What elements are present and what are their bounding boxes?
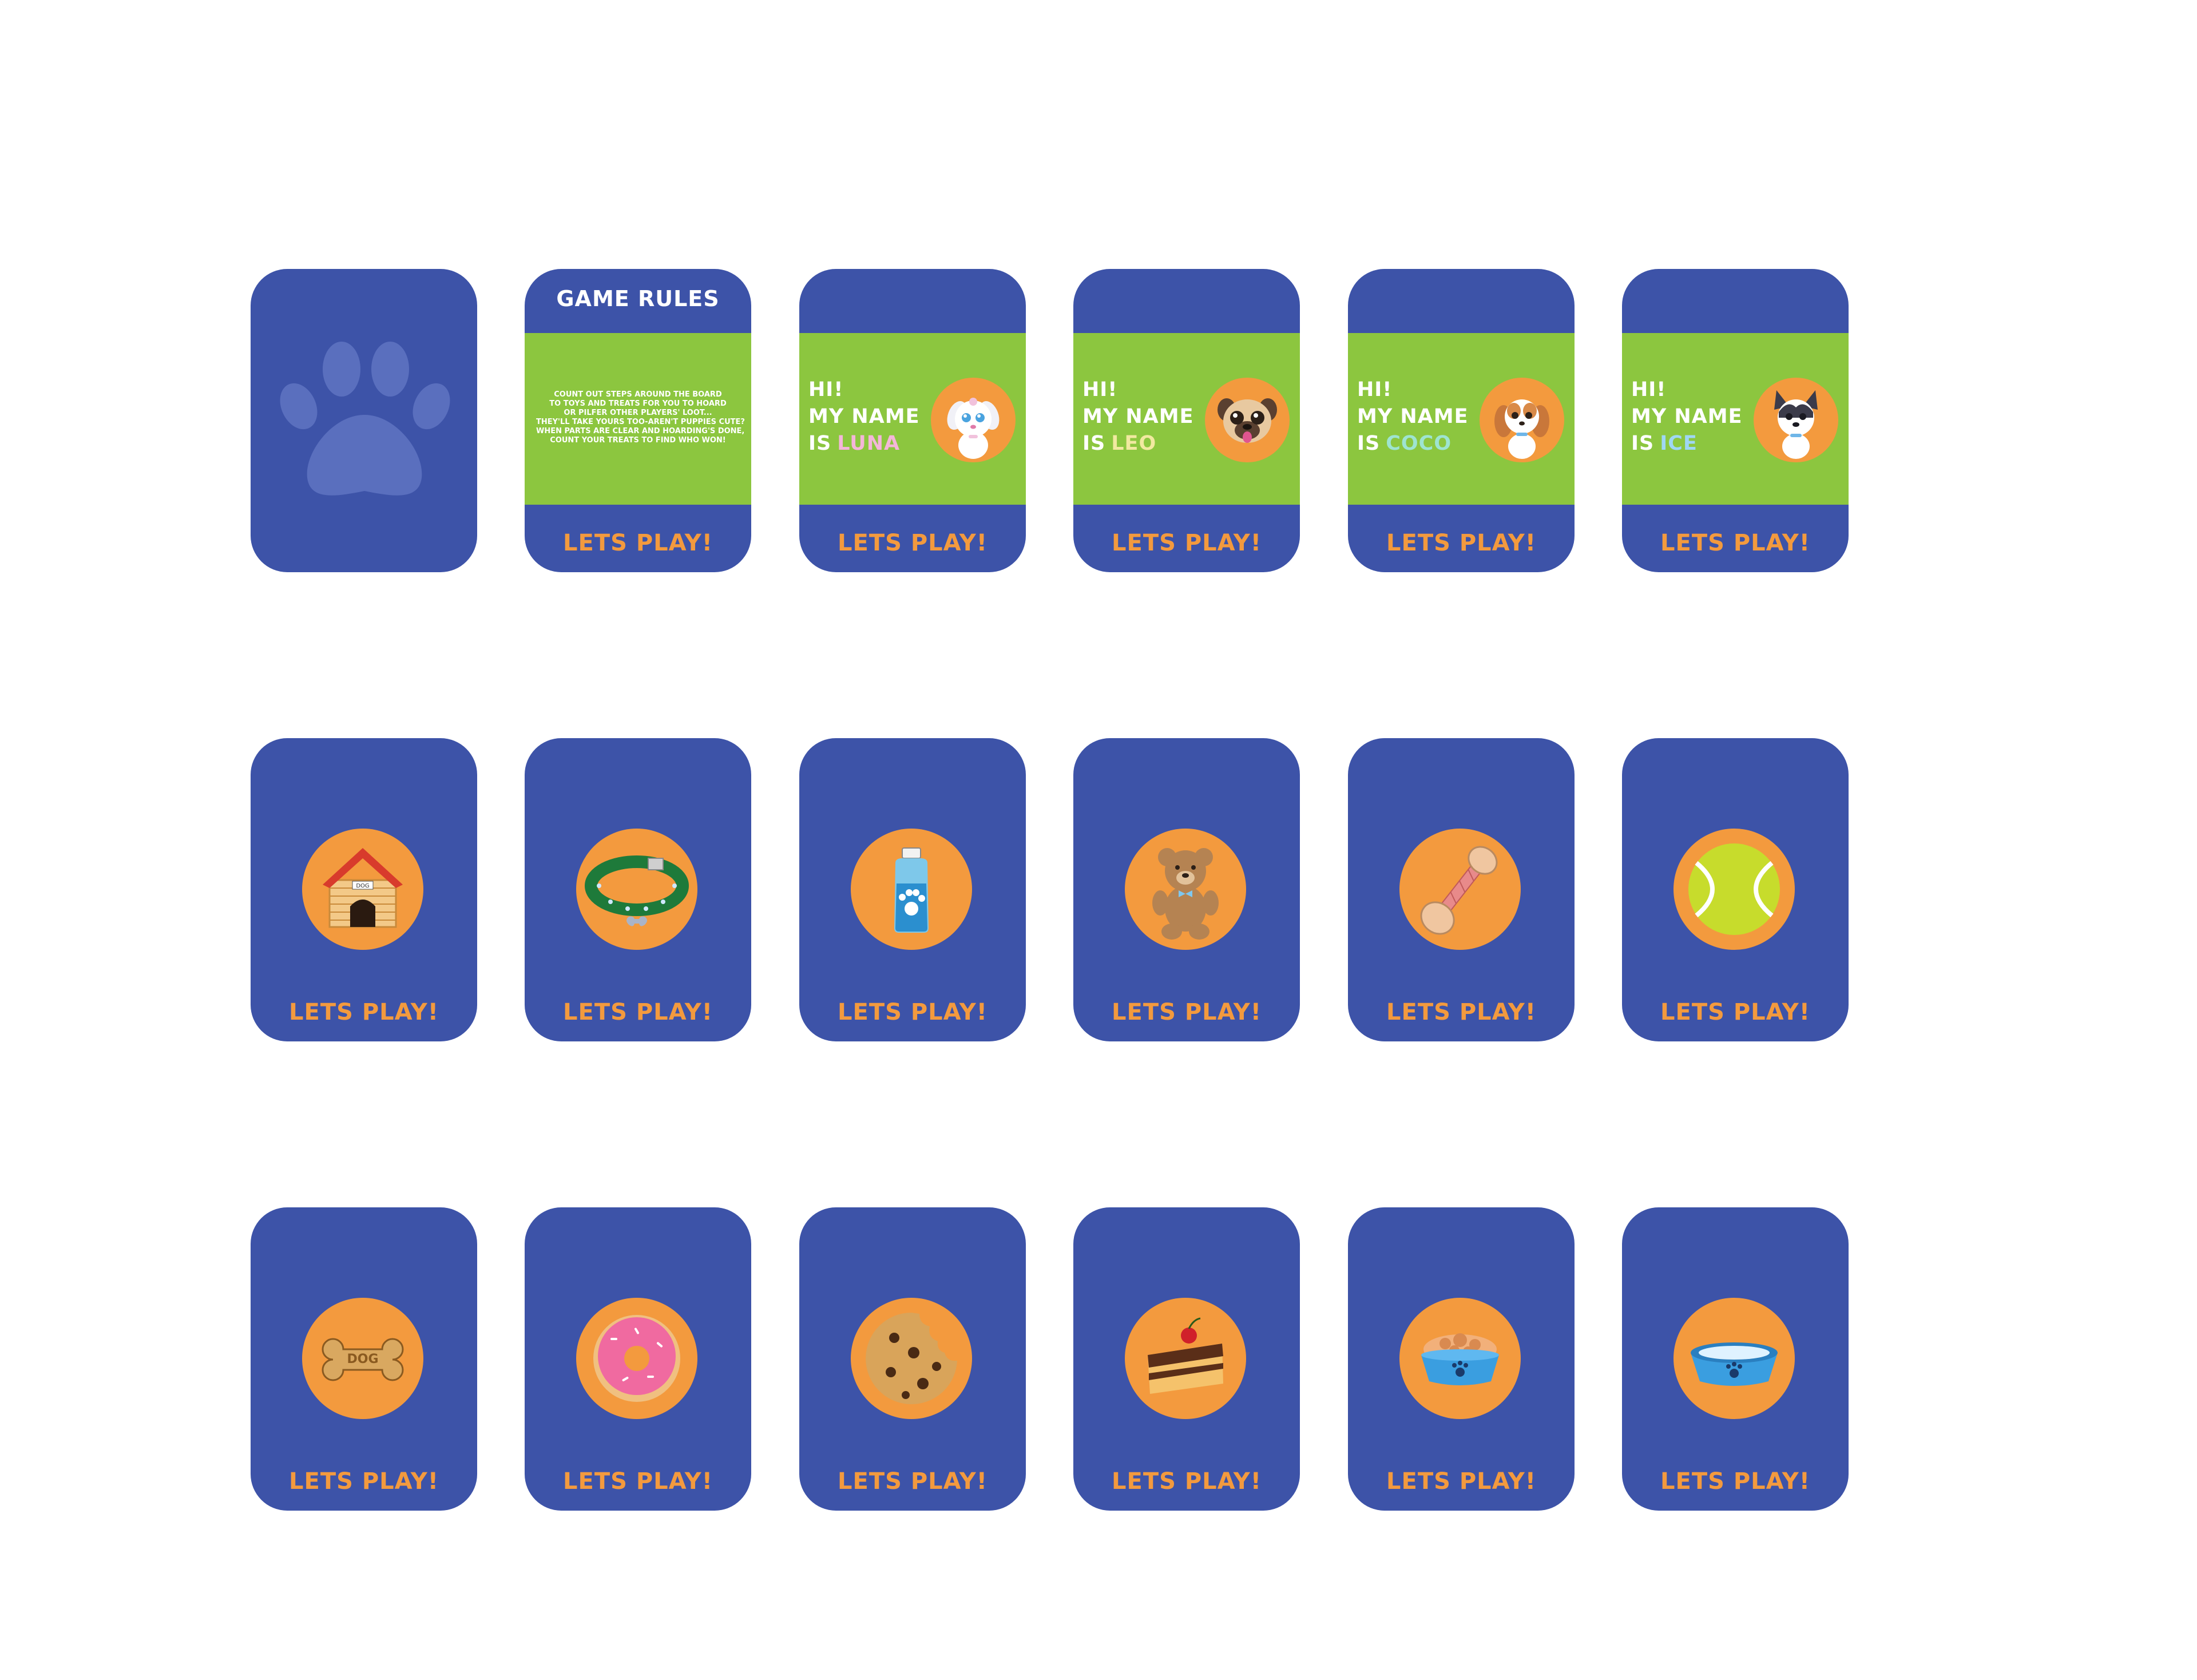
- greeting-my-name: MY NAME: [1082, 405, 1194, 428]
- lets-play-label: LETS PLAY!: [1660, 530, 1810, 556]
- greeting-my-name: MY NAME: [1357, 405, 1469, 428]
- cookie-icon: [851, 1298, 972, 1419]
- lets-play-label: LETS PLAY!: [289, 1468, 439, 1495]
- lets-play-label: LETS PLAY!: [1386, 999, 1536, 1025]
- rules-line: COUNT YOUR TREATS TO FIND WHO WON!: [550, 436, 726, 445]
- bulldog-puppy-icon: [1754, 378, 1838, 462]
- greeting-is: IS: [1082, 432, 1106, 455]
- dog-house-sign: DOG: [356, 883, 369, 889]
- item-card-dog-house[interactable]: DOG LETS PLAY!: [251, 738, 477, 1041]
- item-card-teddy[interactable]: LETS PLAY!: [1073, 738, 1300, 1041]
- lets-play-label: LETS PLAY!: [1112, 530, 1262, 556]
- item-card-collar[interactable]: LETS PLAY!: [525, 738, 751, 1041]
- dog-biscuit-icon: DOG: [302, 1298, 423, 1419]
- puppy-card-ice[interactable]: HI! MY NAME IS ICE LETS PLAY!: [1622, 269, 1849, 572]
- greeting-hi: HI!: [808, 378, 844, 401]
- donut-icon: [576, 1298, 697, 1419]
- lets-play-label: LETS PLAY!: [1112, 1468, 1262, 1495]
- greeting-is: IS: [1631, 432, 1655, 455]
- greeting: HI! MY NAME IS LEO: [1082, 377, 1193, 457]
- card-back[interactable]: [251, 269, 477, 572]
- pug-puppy-icon: [1205, 378, 1290, 462]
- rules-line: OR PILFER OTHER PLAYERS' LOOT...: [564, 409, 712, 417]
- greeting-hi: HI!: [1631, 378, 1667, 401]
- rules-band: COUNT OUT STEPS AROUND THE BOARD TO TOYS…: [525, 333, 751, 505]
- greeting-is: IS: [1357, 432, 1381, 455]
- shampoo-bottle-icon: [851, 829, 972, 950]
- greeting-hi: HI!: [1082, 378, 1118, 401]
- lets-play-label: LETS PLAY!: [838, 530, 988, 556]
- lets-play-label: LETS PLAY!: [838, 999, 988, 1025]
- tennis-ball-icon: [1673, 829, 1795, 950]
- item-card-shampoo[interactable]: LETS PLAY!: [799, 738, 1026, 1041]
- puppy-card-luna[interactable]: HI! MY NAME IS LUNA LETS PLAY!: [799, 269, 1026, 572]
- item-card-rope[interactable]: LETS PLAY!: [1348, 738, 1575, 1041]
- item-card-water-bowl[interactable]: LETS PLAY!: [1622, 1207, 1849, 1511]
- lets-play-label: LETS PLAY!: [1660, 999, 1810, 1025]
- lets-play-label: LETS PLAY!: [563, 1468, 713, 1495]
- rules-line: THEY'LL TAKE YOURS TOO-AREN'T PUPPIES CU…: [536, 418, 745, 426]
- water-bowl-icon: [1673, 1298, 1795, 1419]
- teddy-bear-icon: [1125, 829, 1246, 950]
- white-puppy-icon: [931, 378, 1016, 462]
- greeting-my-name: MY NAME: [1631, 405, 1743, 428]
- greeting-is: IS: [808, 432, 832, 455]
- rules-title: GAME RULES: [556, 286, 720, 311]
- greeting: HI! MY NAME IS LUNA: [808, 377, 919, 457]
- rules-line: COUNT OUT STEPS AROUND THE BOARD: [554, 390, 722, 399]
- puppy-card-leo[interactable]: HI! MY NAME IS LEO LETS PLAY!: [1073, 269, 1300, 572]
- dog-house-icon: DOG: [302, 829, 423, 950]
- lets-play-label: LETS PLAY!: [838, 1468, 988, 1495]
- lets-play-label: LETS PLAY!: [1112, 999, 1262, 1025]
- puppy-band: HI! MY NAME IS LUNA: [799, 333, 1026, 505]
- item-card-donut[interactable]: LETS PLAY!: [525, 1207, 751, 1511]
- item-card-biscuit[interactable]: DOG LETS PLAY!: [251, 1207, 477, 1511]
- rules-line: TO TOYS AND TREATS FOR YOU TO HOARD: [549, 399, 727, 408]
- game-rules-card[interactable]: GAME RULES COUNT OUT STEPS AROUND THE BO…: [525, 269, 751, 572]
- greeting: HI! MY NAME IS COCO: [1357, 377, 1468, 457]
- item-card-tennis-ball[interactable]: LETS PLAY!: [1622, 738, 1849, 1041]
- cake-slice-icon: [1125, 1298, 1246, 1419]
- item-card-cake[interactable]: LETS PLAY!: [1073, 1207, 1300, 1511]
- lets-play-label: LETS PLAY!: [1660, 1468, 1810, 1495]
- paw-print-icon: [280, 342, 450, 496]
- puppy-name: COCO: [1386, 432, 1452, 455]
- collar-icon: [576, 829, 697, 950]
- rope-toy-icon: [1399, 829, 1521, 950]
- puppy-name: LEO: [1111, 432, 1157, 455]
- lets-play-label: LETS PLAY!: [1386, 1468, 1536, 1495]
- puppy-band: HI! MY NAME IS ICE: [1622, 333, 1849, 505]
- lets-play-label: LETS PLAY!: [563, 530, 713, 556]
- greeting-my-name: MY NAME: [808, 405, 920, 428]
- puppy-name: LUNA: [837, 432, 901, 455]
- biscuit-text: DOG: [347, 1352, 378, 1366]
- rules-text: COUNT OUT STEPS AROUND THE BOARD TO TOYS…: [536, 390, 745, 445]
- lets-play-label: LETS PLAY!: [289, 999, 439, 1025]
- lets-play-label: LETS PLAY!: [563, 999, 713, 1025]
- food-bowl-icon: [1399, 1298, 1521, 1419]
- item-card-cookie[interactable]: LETS PLAY!: [799, 1207, 1026, 1511]
- puppy-band: HI! MY NAME IS COCO: [1348, 333, 1575, 505]
- puppy-card-coco[interactable]: HI! MY NAME IS COCO LETS PLAY!: [1348, 269, 1575, 572]
- puppy-name: ICE: [1660, 432, 1698, 455]
- item-card-food-bowl[interactable]: LETS PLAY!: [1348, 1207, 1575, 1511]
- spaniel-puppy-icon: [1480, 378, 1564, 462]
- greeting-hi: HI!: [1357, 378, 1393, 401]
- greeting: HI! MY NAME IS ICE: [1631, 377, 1742, 457]
- puppy-band: HI! MY NAME IS LEO: [1073, 333, 1300, 505]
- lets-play-label: LETS PLAY!: [1386, 530, 1536, 556]
- rules-line: WHEN PARTS ARE CLEAR AND HOARDING'S DONE…: [536, 427, 745, 435]
